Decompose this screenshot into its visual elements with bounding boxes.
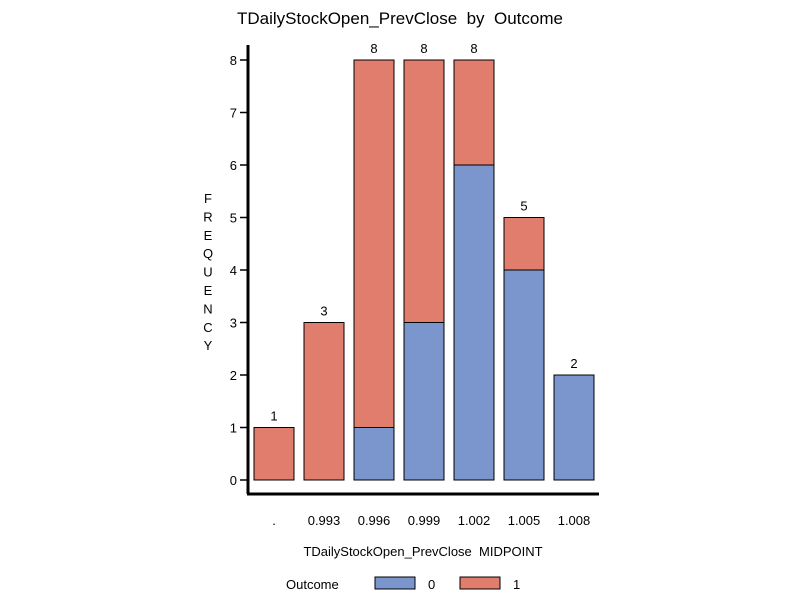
chart-title: TDailyStockOpen_PrevClose by Outcome [237, 9, 563, 28]
bar-outcome-1-0 [253, 427, 295, 481]
total-labels: 1 3 8 8 8 5 2 [270, 41, 577, 424]
y-tick-label: 8 [230, 53, 237, 68]
legend: Outcome 0 1 [286, 576, 520, 592]
bar-outcome-0-4 [453, 164, 495, 481]
y-axis-label-letter: F [204, 191, 212, 206]
y-tick-label: 0 [230, 473, 237, 488]
legend-label-0: 0 [428, 577, 435, 592]
y-axis-label-letter: E [204, 228, 213, 243]
bar-outcome-1-2 [353, 59, 395, 428]
y-axis-label-letter: C [203, 320, 212, 335]
x-tick-label: 1.008 [558, 513, 591, 528]
y-axis-label-letter: Y [204, 338, 213, 353]
x-tick-label: 0.993 [308, 513, 341, 528]
bar-outcome-0-5 [503, 269, 545, 481]
legend-swatch-1 [459, 576, 501, 590]
y-tick-label: 7 [230, 106, 237, 121]
y-axis-label-letter: N [203, 301, 212, 316]
bar-total-label: 8 [470, 41, 477, 56]
x-tick-label: 0.996 [358, 513, 391, 528]
y-axis: 0 1 2 3 4 5 6 7 8 [230, 45, 250, 494]
bar-total-label: 1 [270, 409, 277, 424]
bar-total-label: 5 [520, 199, 527, 214]
x-axis: . 0.993 0.996 0.999 1.002 1.005 1.008 [247, 492, 599, 528]
x-tick-label: 0.999 [408, 513, 441, 528]
x-tick-label: 1.002 [458, 513, 491, 528]
bar-outcome-1-1 [303, 322, 345, 481]
bar-outcome-1-3 [403, 59, 445, 323]
x-tick-label: 1.005 [508, 513, 541, 528]
y-axis-label-letter: R [203, 209, 212, 224]
bars [253, 59, 595, 481]
bar-total-label: 3 [320, 304, 327, 319]
bar-total-label: 8 [370, 41, 377, 56]
y-tick-label: 2 [230, 368, 237, 383]
y-tick-label: 3 [230, 316, 237, 331]
y-tick-label: 5 [230, 211, 237, 226]
x-axis-label: TDailyStockOpen_PrevClose MIDPOINT [303, 544, 542, 559]
legend-label-1: 1 [513, 577, 520, 592]
x-tick-label: . [272, 513, 276, 528]
bar-total-label: 8 [420, 41, 427, 56]
bar-outcome-1-5 [503, 217, 545, 271]
bar-outcome-1-4 [453, 59, 495, 166]
y-tick-label: 1 [230, 421, 237, 436]
y-tick-label: 4 [230, 263, 237, 278]
bar-outcome-0-2 [353, 427, 395, 481]
y-axis-label-letter: E [204, 283, 213, 298]
bar-outcome-0-3 [403, 322, 445, 481]
legend-title: Outcome [286, 577, 339, 592]
y-axis-label-letter: Q [203, 246, 213, 261]
y-axis-label-letter: U [203, 265, 212, 280]
bar-outcome-0-6 [553, 374, 595, 481]
y-tick-label: 6 [230, 158, 237, 173]
legend-swatch-0 [374, 576, 416, 590]
bar-total-label: 2 [570, 356, 577, 371]
